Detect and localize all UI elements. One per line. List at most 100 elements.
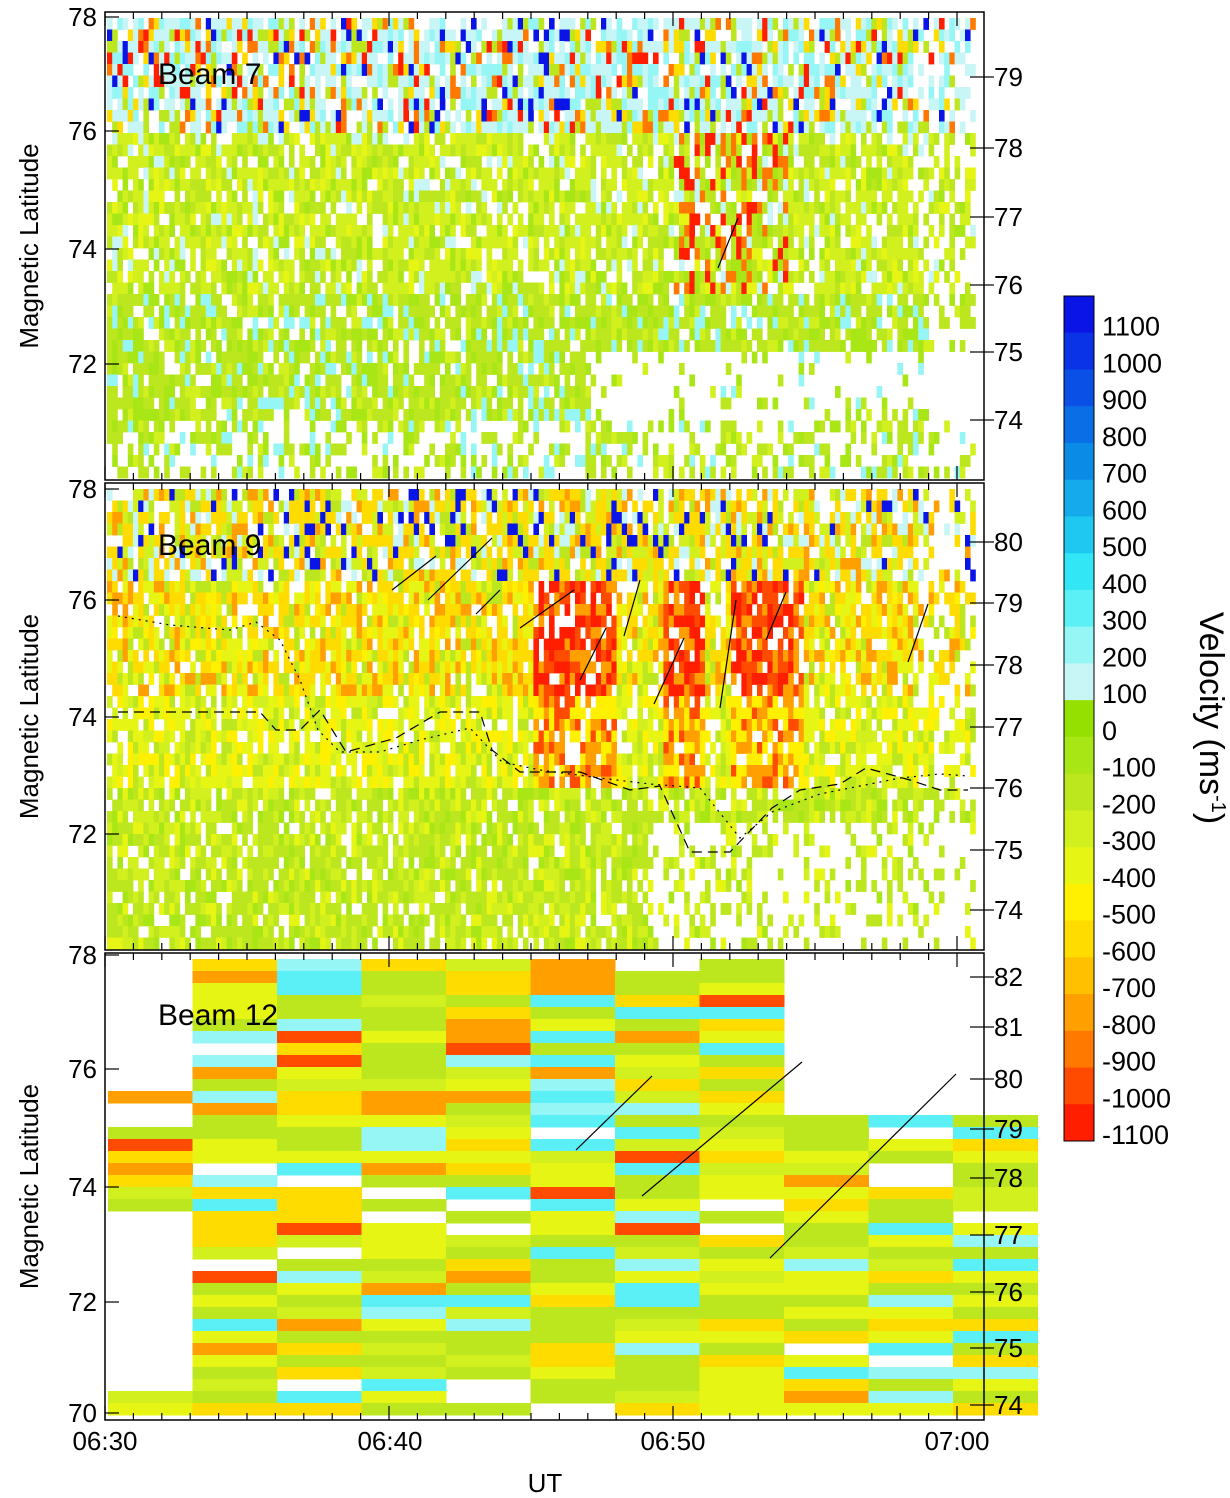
- heatmap-cell: [590, 282, 597, 295]
- heatmap-cell: [335, 121, 342, 134]
- heatmap-cell: [907, 64, 914, 76]
- heatmap-cell: [138, 156, 144, 168]
- heatmap-cell: [231, 41, 238, 53]
- heatmap-cell: [949, 18, 955, 30]
- heatmap-cell: [434, 75, 441, 88]
- heatmap-cell: [263, 271, 269, 283]
- heatmap-cell: [840, 121, 846, 134]
- heatmap-cell: [122, 248, 129, 260]
- heatmap-cell: [408, 236, 415, 249]
- heatmap-cell: [122, 409, 129, 421]
- heatmap-cell: [663, 133, 669, 145]
- heatmap-cell: [720, 236, 727, 249]
- heatmap-cell: [694, 317, 701, 329]
- heatmap-cell: [658, 271, 664, 283]
- heatmap-cell: [299, 282, 305, 295]
- heatmap-cell: [112, 523, 118, 536]
- heatmap-cell: [564, 420, 571, 433]
- heatmap-cell: [845, 397, 851, 410]
- heatmap-cell: [637, 236, 643, 249]
- heatmap-cell: [315, 282, 321, 295]
- heatmap-cell: [512, 110, 519, 122]
- heatmap-cell: [881, 41, 888, 53]
- heatmap-cell: [299, 190, 305, 203]
- heatmap-cell: [278, 363, 285, 375]
- heatmap-cell: [861, 259, 867, 272]
- heatmap-cell: [403, 374, 409, 387]
- heatmap-cell: [793, 87, 799, 99]
- heatmap-cell: [117, 225, 123, 237]
- heatmap-cell: [554, 294, 560, 306]
- heatmap-cell: [486, 179, 493, 191]
- heatmap-cell: [949, 29, 955, 42]
- heatmap-cell: [803, 41, 810, 53]
- heatmap-cell: [876, 133, 883, 145]
- heatmap-cell: [335, 340, 342, 352]
- heatmap-cell: [793, 29, 799, 42]
- heatmap-cell: [476, 351, 482, 364]
- heatmap-cell: [148, 282, 155, 295]
- heatmap-cell: [497, 41, 503, 53]
- heatmap-cell: [486, 133, 493, 145]
- heatmap-cell: [632, 305, 638, 318]
- heatmap-cell: [606, 248, 612, 260]
- heatmap-cell: [413, 420, 420, 433]
- heatmap-cell: [507, 328, 513, 341]
- heatmap-cell: [637, 52, 643, 65]
- heatmap-cell: [465, 409, 472, 421]
- heatmap-cell: [798, 455, 805, 467]
- heatmap-cell: [351, 213, 357, 226]
- heatmap-cell: [143, 213, 149, 226]
- heatmap-cell: [315, 397, 321, 410]
- heatmap-cell: [559, 225, 565, 237]
- heatmap-cell: [226, 432, 233, 444]
- heatmap-cell: [278, 121, 285, 134]
- heatmap-cell: [372, 363, 378, 375]
- heatmap-cell: [148, 213, 155, 226]
- heatmap-cell: [663, 305, 669, 318]
- heatmap-cell: [959, 294, 966, 306]
- heatmap-cell: [382, 87, 389, 99]
- heatmap-cell: [627, 52, 633, 65]
- heatmap-cell: [133, 225, 139, 237]
- heatmap-cell: [845, 87, 851, 99]
- heatmap-cell: [424, 386, 430, 398]
- heatmap-cell: [559, 455, 565, 467]
- heatmap-cell: [949, 179, 955, 191]
- heatmap-cell: [871, 121, 877, 134]
- heatmap-cell: [502, 190, 508, 203]
- heatmap-cell: [242, 225, 248, 237]
- heatmap-cell: [497, 386, 503, 398]
- heatmap-cell: [959, 317, 966, 329]
- heatmap-cell: [122, 236, 129, 249]
- heatmap-cell: [273, 386, 279, 398]
- heatmap-cell: [216, 202, 222, 214]
- heatmap-cell: [533, 294, 539, 306]
- heatmap-cell: [564, 144, 571, 157]
- heatmap-cell: [346, 466, 352, 479]
- heatmap-cell: [346, 386, 352, 398]
- heatmap-cell: [543, 317, 550, 329]
- heatmap-cell: [335, 167, 342, 180]
- heatmap-cell: [268, 328, 274, 341]
- heatmap-cell: [523, 179, 529, 191]
- heatmap-cell: [117, 558, 123, 570]
- heatmap-cell: [673, 236, 680, 249]
- heatmap-cell: [429, 397, 435, 410]
- heatmap-cell: [205, 29, 212, 42]
- heatmap-cell: [164, 52, 170, 65]
- heatmap-cell: [164, 317, 170, 329]
- heatmap-cell: [393, 121, 399, 134]
- heatmap-cell: [887, 133, 893, 145]
- heatmap-cell: [190, 213, 196, 226]
- heatmap-cell: [861, 466, 867, 479]
- heatmap-cell: [637, 190, 643, 203]
- heatmap-cell: [876, 317, 883, 329]
- heatmap-cell: [341, 156, 347, 168]
- heatmap-cell: [408, 29, 415, 42]
- heatmap-cell: [590, 110, 597, 122]
- heatmap-cell: [112, 64, 118, 76]
- heatmap-cell: [694, 236, 701, 249]
- heatmap-cell: [824, 259, 831, 272]
- heatmap-cell: [216, 121, 222, 134]
